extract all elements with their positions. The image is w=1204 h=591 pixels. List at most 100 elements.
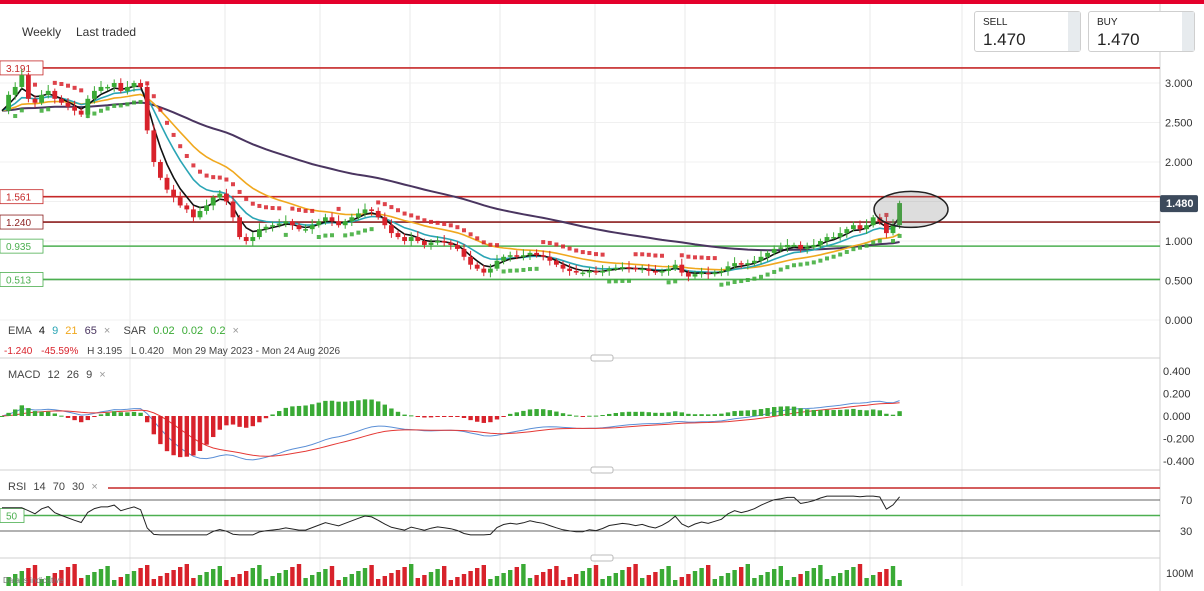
grid (0, 0, 1161, 591)
sell-button[interactable]: SELL 1.470 (974, 11, 1081, 52)
macd-histogram-bar (527, 409, 533, 416)
macd-histogram-bar (197, 416, 203, 451)
sar-dot (805, 261, 810, 266)
volume-bar (706, 565, 711, 586)
macd-histogram-bar (442, 416, 447, 417)
sar-dot (112, 103, 117, 108)
macd-histogram-bar (310, 404, 315, 416)
candle-body (257, 229, 262, 238)
volume-bar (184, 564, 189, 586)
macd-histogram-bar (481, 416, 486, 423)
macd-histogram-bar (138, 412, 143, 416)
candle-body (224, 193, 229, 202)
rsi-legend: RSI 14 70 30 × (8, 481, 102, 493)
price-tick-label: 1.000 (1165, 236, 1193, 248)
sar-dot (455, 225, 460, 230)
candle-body (395, 233, 401, 238)
macd-histogram-bar (316, 402, 321, 416)
macd-histogram-bar (455, 416, 460, 417)
candle-body (818, 241, 823, 245)
macd-histogram-bar (356, 400, 361, 416)
candle-body (653, 271, 658, 273)
macd-histogram-bar (884, 413, 889, 416)
macd-histogram-bar (343, 401, 348, 416)
tab-weekly[interactable]: Weekly (22, 25, 62, 39)
candle-body (752, 260, 757, 264)
macd-histogram-bar (752, 409, 757, 416)
volume-bar (712, 579, 717, 586)
sar-dot (211, 175, 216, 180)
buy-price: 1.470 (1097, 30, 1140, 49)
macd-histogram-bar (547, 410, 552, 416)
volume-bar (580, 571, 585, 586)
sar-dot (204, 173, 209, 178)
sar-dot (864, 243, 869, 248)
sar-dot (435, 220, 440, 225)
candle-body (270, 225, 275, 227)
candle-body (798, 244, 803, 249)
buy-button[interactable]: BUY 1.470 (1088, 11, 1195, 52)
candle-body (672, 264, 678, 269)
sar-dot (825, 256, 829, 261)
sar-dot (290, 206, 295, 211)
sar-dot (409, 213, 414, 218)
volume-bar (679, 577, 684, 586)
date-range: Mon 29 May 2023 - Mon 24 Aug 2026 (172, 346, 341, 357)
sar-dot (468, 232, 473, 237)
volume-bar (112, 580, 117, 586)
volume-bar (118, 577, 123, 586)
candle-body (547, 256, 553, 261)
volume-bar (316, 572, 321, 586)
macd-histogram-bar (158, 416, 163, 445)
sar-dot (250, 201, 255, 206)
sar-dot (349, 232, 354, 237)
sar-dot (818, 258, 823, 263)
sar-dot (792, 263, 796, 268)
macd-close-icon[interactable]: × (99, 369, 106, 381)
candle-body (26, 75, 31, 99)
volume-bar (178, 567, 183, 586)
volume-bar (534, 575, 539, 586)
macd-histogram-bar (567, 414, 572, 416)
volume-bar (263, 579, 269, 586)
candle-body (719, 271, 724, 273)
candle-body (164, 177, 170, 190)
macd-histogram-bar (778, 406, 783, 416)
macd-histogram-bar (283, 407, 288, 416)
macd-histogram-bar (369, 399, 374, 416)
price-levels: 3.191 1.561 1.240 0.935 0.513 (0, 60, 1160, 287)
sar-dot (778, 267, 783, 272)
volume-bar (673, 580, 678, 586)
volume-bar (501, 573, 506, 586)
macd-histogram-bar (230, 416, 236, 425)
sar-dot (118, 103, 123, 108)
macd-histogram-bar (26, 408, 31, 416)
candle-body (382, 217, 388, 226)
volume-bar (211, 569, 216, 586)
sar-dot (316, 234, 321, 239)
candle-body (197, 210, 203, 218)
candle-body (237, 217, 242, 238)
sar-dot (72, 85, 77, 90)
macd-histogram-bar (19, 405, 24, 416)
macd-histogram-bar (217, 416, 222, 430)
macd-histogram-bar (349, 401, 354, 416)
rsi-close-icon[interactable]: × (91, 481, 98, 493)
tab-last-traded[interactable]: Last traded (76, 25, 137, 39)
sar-param-start: 0.02 (181, 325, 204, 337)
sar-close-icon[interactable]: × (232, 325, 239, 337)
macd-histogram-bar (890, 414, 896, 416)
macd-histogram-bar (626, 411, 632, 416)
macd-signal: 9 (86, 369, 93, 381)
volume-bar (303, 578, 308, 586)
volume-bar (402, 567, 407, 586)
candle-body (620, 267, 625, 269)
ema-close-icon[interactable]: × (103, 325, 111, 337)
candle-body (481, 268, 487, 273)
sar-dot (877, 238, 882, 243)
candle-body (507, 255, 513, 257)
volume-bar (448, 580, 453, 586)
sar-dot (844, 249, 849, 254)
